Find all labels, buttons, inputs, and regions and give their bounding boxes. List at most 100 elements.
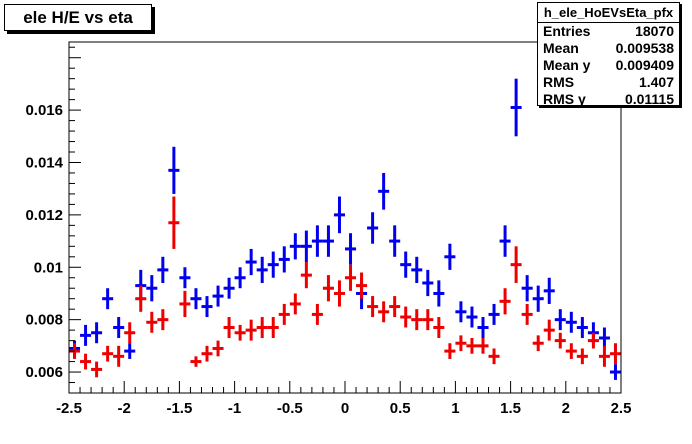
data-point — [212, 340, 224, 357]
data-point — [532, 335, 544, 352]
data-point — [245, 319, 257, 341]
x-tick-label: 1.5 — [500, 400, 521, 417]
data-point — [234, 267, 246, 289]
data-point — [234, 324, 246, 341]
data-point — [565, 311, 577, 333]
stats-row-mean: Mean 0.009538 — [538, 40, 679, 57]
data-point — [367, 296, 379, 318]
x-tick-label: 2.5 — [611, 400, 632, 417]
axes-layer: -2.5 -2 -1.5 -1 -0.5 0 0.5 1 1.5 2 2.5 0.006 0.008 0.… — [25, 46, 632, 417]
data-point — [80, 353, 92, 370]
data-point — [598, 327, 610, 349]
data-point — [356, 272, 368, 299]
data-point — [488, 348, 500, 365]
data-point — [300, 262, 312, 289]
data-point — [267, 251, 279, 278]
data-point — [300, 230, 312, 263]
data-point — [256, 317, 268, 338]
x-tick-label: 1 — [451, 400, 459, 417]
data-point — [322, 225, 334, 257]
data-point — [543, 319, 555, 341]
data-point — [532, 285, 544, 312]
y-tick-label: 0.012 — [25, 207, 63, 224]
data-point — [422, 269, 434, 297]
data-point — [113, 345, 125, 367]
data-point — [521, 303, 533, 325]
data-point — [190, 356, 202, 367]
stats-label: RMS y — [543, 91, 586, 107]
data-point — [510, 78, 522, 137]
data-point — [168, 196, 180, 249]
data-point — [411, 256, 423, 283]
data-point — [510, 246, 522, 283]
data-point — [345, 264, 357, 291]
data-point — [146, 311, 158, 333]
data-point — [378, 301, 390, 323]
data-point — [267, 317, 279, 338]
data-point — [433, 280, 445, 307]
data-point — [367, 212, 379, 244]
data-point — [91, 361, 103, 378]
data-point — [168, 146, 180, 194]
data-point — [499, 225, 511, 257]
data-point — [212, 285, 224, 307]
data-point — [146, 275, 158, 302]
data-point — [411, 309, 423, 331]
data-point — [102, 345, 114, 362]
data-point — [322, 275, 334, 302]
data-point — [333, 196, 345, 234]
data-point — [576, 348, 588, 365]
data-point — [499, 288, 511, 315]
stats-row-mean-y: Mean y 0.009409 — [538, 57, 679, 74]
data-point — [554, 309, 566, 331]
data-point — [554, 332, 566, 349]
data-point — [278, 246, 290, 273]
data-point — [113, 317, 125, 338]
data-point — [378, 172, 390, 210]
y-tick-label: 0.006 — [25, 364, 63, 381]
data-points-layer — [69, 78, 621, 380]
data-point — [201, 345, 213, 362]
y-tick-label: 0.008 — [25, 312, 63, 329]
stats-label: Mean — [543, 40, 579, 56]
data-point — [400, 251, 412, 278]
data-point — [400, 306, 412, 328]
data-point — [587, 332, 599, 349]
x-tick-label: -2.5 — [56, 400, 82, 417]
stats-label: Mean y — [543, 57, 591, 73]
data-point — [245, 248, 257, 276]
data-point — [598, 345, 610, 367]
data-point — [256, 256, 268, 283]
stats-row-entries: Entries 18070 — [538, 23, 679, 40]
data-point — [289, 233, 301, 260]
data-point — [389, 296, 401, 318]
data-point — [91, 322, 103, 344]
y-tick-label: 0.016 — [25, 102, 63, 119]
data-point — [543, 277, 555, 304]
data-point — [422, 309, 434, 331]
data-point — [311, 303, 323, 325]
data-point — [124, 343, 136, 359]
data-point — [488, 303, 500, 325]
plot-title: ele H/E vs eta — [4, 4, 152, 31]
stats-label: RMS — [543, 74, 575, 90]
data-point — [223, 317, 235, 338]
series-red — [69, 196, 621, 378]
data-point — [102, 288, 114, 310]
x-tick-label: -0.5 — [277, 400, 303, 417]
data-point — [157, 256, 169, 283]
series-blue — [69, 78, 621, 380]
data-point — [609, 364, 621, 380]
x-tick-label: 0.5 — [390, 400, 411, 417]
data-point — [190, 288, 202, 310]
y-tick-label: 0.01 — [34, 259, 63, 276]
x-tick-label: -1.5 — [166, 400, 192, 417]
stats-value: 0.009409 — [615, 57, 674, 73]
x-tick-label: -1 — [228, 400, 241, 417]
data-point — [466, 306, 478, 328]
data-point — [466, 337, 478, 354]
stats-value: 1.407 — [638, 74, 674, 90]
data-point — [455, 335, 467, 352]
stats-row-rms-y: RMS y 0.01115 — [538, 91, 679, 108]
